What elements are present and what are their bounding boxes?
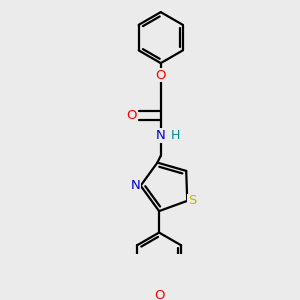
- Text: O: O: [154, 289, 164, 300]
- Text: N: N: [156, 129, 166, 142]
- Text: S: S: [188, 194, 196, 207]
- Text: O: O: [155, 69, 166, 82]
- Text: N: N: [131, 179, 141, 192]
- Text: H: H: [171, 129, 180, 142]
- Text: O: O: [126, 109, 136, 122]
